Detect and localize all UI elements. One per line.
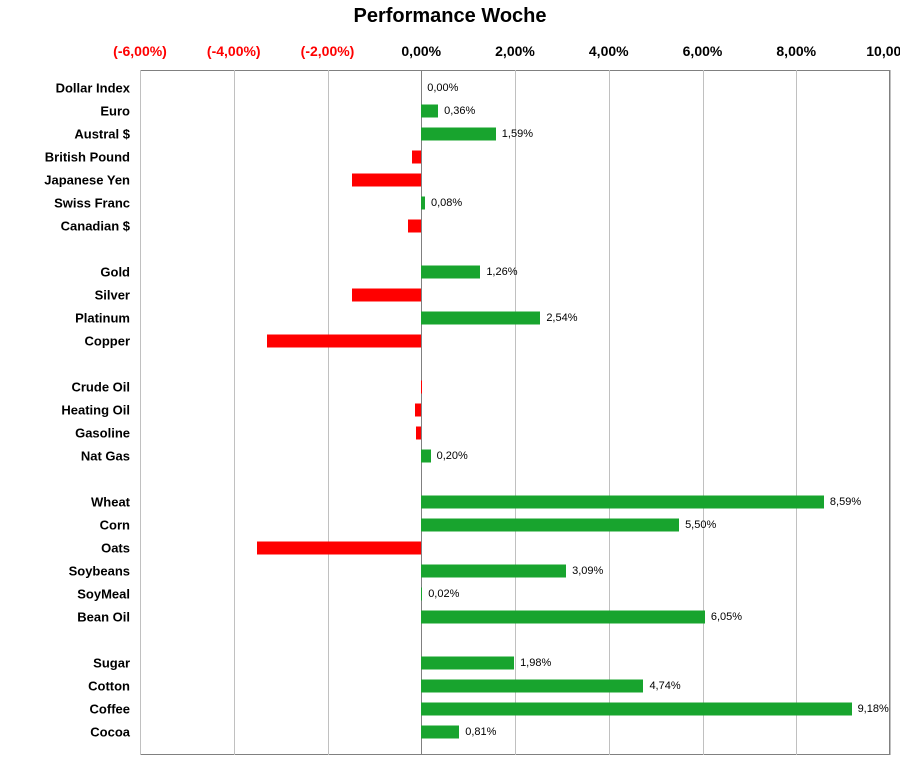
gridline	[609, 70, 610, 755]
category-label: Dollar Index	[0, 81, 130, 96]
category-label: Nat Gas	[0, 449, 130, 464]
x-axis-label: 2,00%	[495, 43, 535, 59]
category-label: Copper	[0, 334, 130, 349]
gridline	[234, 70, 235, 755]
category-label: Wheat	[0, 495, 130, 510]
x-axis-label: 4,00%	[589, 43, 629, 59]
gridline	[796, 70, 797, 755]
category-label: SoyMeal	[0, 587, 130, 602]
value-label: 0,81%	[465, 726, 496, 738]
gridline	[703, 70, 704, 755]
bar	[421, 312, 540, 325]
x-axis-label: 10,00%	[866, 43, 900, 59]
bar	[408, 220, 422, 233]
x-axis-label: (-6,00%)	[113, 43, 167, 59]
x-axis-label: (-2,00%)	[301, 43, 355, 59]
x-axis-label: 0,00%	[401, 43, 441, 59]
bar	[421, 588, 422, 601]
category-label: Gasoline	[0, 426, 130, 441]
category-label: Gold	[0, 265, 130, 280]
zero-line	[421, 70, 422, 755]
bar	[421, 611, 705, 624]
value-label: 8,59%	[830, 496, 861, 508]
bar	[421, 197, 425, 210]
x-axis-label: 8,00%	[776, 43, 816, 59]
value-label: 9,18%	[858, 703, 889, 715]
bar	[421, 680, 643, 693]
bar	[352, 174, 421, 187]
value-label: 0,20%	[437, 450, 468, 462]
bar	[421, 266, 480, 279]
category-label: Canadian $	[0, 219, 130, 234]
bar	[257, 542, 422, 555]
bar	[421, 105, 438, 118]
bar	[412, 151, 421, 164]
performance-chart: Performance Woche (-6,00%) (-4,00%) (-2,00…	[0, 0, 900, 761]
category-label: Corn	[0, 518, 130, 533]
category-label: Silver	[0, 288, 130, 303]
bar	[421, 726, 459, 739]
value-label: 0,00%	[427, 82, 458, 94]
gridline	[140, 70, 141, 755]
value-label: 0,02%	[428, 588, 459, 600]
category-label: British Pound	[0, 150, 130, 165]
bar	[421, 519, 679, 532]
gridline	[328, 70, 329, 755]
value-label: 5,50%	[685, 519, 716, 531]
value-label: 0,36%	[444, 105, 475, 117]
category-label: Crude Oil	[0, 380, 130, 395]
category-label: Japanese Yen	[0, 173, 130, 188]
bar	[352, 289, 421, 302]
category-label: Euro	[0, 104, 130, 119]
category-label: Bean Oil	[0, 610, 130, 625]
category-label: Cotton	[0, 679, 130, 694]
category-label: Heating Oil	[0, 403, 130, 418]
category-label: Soybeans	[0, 564, 130, 579]
value-label: 4,74%	[649, 680, 680, 692]
gridline	[515, 70, 516, 755]
value-label: 3,09%	[572, 565, 603, 577]
category-label: Oats	[0, 541, 130, 556]
category-label: Sugar	[0, 656, 130, 671]
value-label: 2,54%	[546, 312, 577, 324]
gridline	[890, 70, 891, 755]
category-label: Austral $	[0, 127, 130, 142]
category-label: Coffee	[0, 702, 130, 717]
value-label: 1,59%	[502, 128, 533, 140]
value-label: 6,05%	[711, 611, 742, 623]
bar	[415, 404, 422, 417]
x-axis-label: 6,00%	[683, 43, 723, 59]
bar	[421, 703, 851, 716]
bar	[421, 496, 824, 509]
category-label: Cocoa	[0, 725, 130, 740]
value-label: 1,98%	[520, 657, 551, 669]
category-label: Swiss Franc	[0, 196, 130, 211]
category-label: Platinum	[0, 311, 130, 326]
bar	[421, 657, 514, 670]
chart-title: Performance Woche	[0, 5, 900, 28]
bar	[267, 335, 421, 348]
bar	[421, 450, 430, 463]
bar	[421, 565, 566, 578]
value-label: 1,26%	[486, 266, 517, 278]
x-axis-label: (-4,00%)	[207, 43, 261, 59]
value-label: 0,08%	[431, 197, 462, 209]
bar	[421, 128, 496, 141]
bar	[416, 427, 422, 440]
